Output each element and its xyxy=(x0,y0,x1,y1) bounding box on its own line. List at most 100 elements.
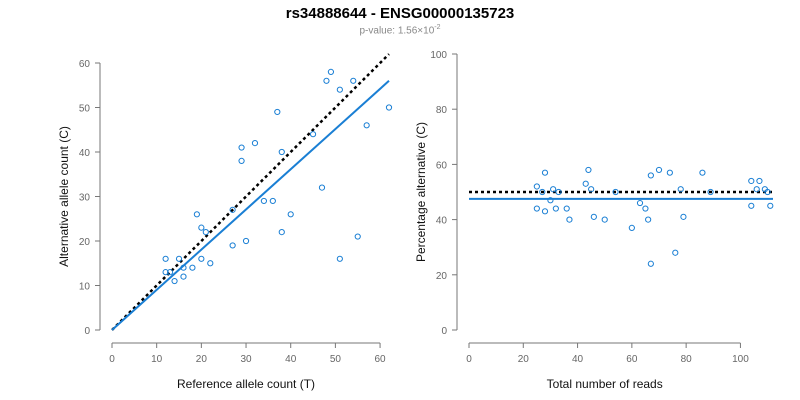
data-point xyxy=(748,177,755,185)
data-point xyxy=(274,108,281,116)
data-point xyxy=(166,269,174,276)
reference-line xyxy=(111,53,390,331)
data-point xyxy=(198,224,205,231)
data-point xyxy=(563,205,570,212)
data-point xyxy=(162,255,169,262)
data-point xyxy=(202,229,209,236)
x-tick-label: 0 xyxy=(109,354,115,365)
x-tick-label: 80 xyxy=(681,354,693,365)
data-point xyxy=(269,197,276,205)
data-point xyxy=(666,169,673,176)
data-point xyxy=(647,260,654,267)
data-point xyxy=(354,233,361,240)
data-point xyxy=(590,213,597,220)
data-point xyxy=(555,188,562,196)
data-point xyxy=(699,169,706,176)
data-point xyxy=(550,186,557,193)
data-point xyxy=(278,148,285,156)
data-point xyxy=(552,205,559,212)
data-point xyxy=(636,199,644,207)
data-point xyxy=(180,273,187,280)
y-tick-label: 20 xyxy=(436,271,448,282)
data-point xyxy=(287,211,294,218)
panel-2: 0 20 40 60 80 100 0 20 40 60 80 100 Total number of … xyxy=(414,50,774,391)
data-point xyxy=(193,211,200,218)
data-point xyxy=(767,202,774,209)
data-point xyxy=(672,249,679,256)
data-point xyxy=(189,264,196,271)
x-tick-label: 40 xyxy=(285,354,297,365)
chart-title: rs34888644 - ENSG00000135723 xyxy=(285,5,515,22)
data-point xyxy=(566,216,573,223)
data-point xyxy=(645,216,652,223)
x-tick-label: 10 xyxy=(151,354,163,365)
data-point xyxy=(180,264,187,271)
data-point xyxy=(323,77,330,84)
data-point xyxy=(207,260,214,267)
data-point xyxy=(748,202,755,209)
data-point xyxy=(162,269,169,276)
data-point xyxy=(385,104,393,111)
data-point xyxy=(278,229,285,236)
data-point xyxy=(707,188,714,196)
data-point xyxy=(533,183,540,190)
y-tick-label: 60 xyxy=(79,59,91,70)
y-tick-label: 20 xyxy=(79,237,91,248)
data-point xyxy=(238,144,245,151)
data-point xyxy=(612,188,619,196)
data-point xyxy=(327,68,335,76)
x-tick-label: 100 xyxy=(732,354,749,365)
x-tick-label: 40 xyxy=(572,354,584,365)
data-point xyxy=(764,188,771,196)
y-tick-label: 40 xyxy=(436,216,448,227)
data-point xyxy=(582,180,589,187)
x-tick-label: 60 xyxy=(375,354,387,365)
x-tick-label: 50 xyxy=(330,354,342,365)
data-point xyxy=(628,224,635,231)
data-point xyxy=(585,166,592,174)
p-value-subtitle: p-value: 1.56×10-2 xyxy=(0,24,800,36)
y-axis-title: Alternative allele count (C) xyxy=(57,126,71,267)
data-point xyxy=(198,255,205,262)
data-point xyxy=(541,208,549,215)
y-tick-label: 30 xyxy=(79,193,91,204)
data-point xyxy=(647,172,654,179)
data-point xyxy=(242,237,250,245)
data-point xyxy=(655,166,663,174)
data-point xyxy=(547,197,554,204)
y-tick-label: 0 xyxy=(84,326,90,337)
y-tick-label: 0 xyxy=(441,326,447,337)
data-point xyxy=(251,140,259,147)
data-point xyxy=(533,205,540,212)
data-point xyxy=(309,131,317,138)
data-point xyxy=(229,206,236,213)
y-tick-label: 100 xyxy=(430,50,447,61)
data-point xyxy=(753,186,760,193)
data-point xyxy=(541,169,549,176)
fit-line xyxy=(111,80,390,331)
data-point xyxy=(642,205,649,212)
x-tick-label: 0 xyxy=(466,354,472,365)
data-point xyxy=(601,216,608,223)
x-axis-title: Reference allele count (T) xyxy=(177,377,315,391)
data-point xyxy=(260,197,268,205)
data-point xyxy=(336,255,343,262)
panel-1: 0 10 20 30 40 50 60 0 10 20 30 40 50 60 Reference alle… xyxy=(57,53,393,391)
y-tick-label: 40 xyxy=(79,148,91,159)
data-point xyxy=(588,186,595,193)
x-axis-title: Total number of reads xyxy=(547,377,663,391)
data-point xyxy=(756,177,763,185)
data-point xyxy=(238,157,245,164)
data-point xyxy=(336,86,343,93)
data-point xyxy=(175,255,183,262)
data-point xyxy=(350,77,357,84)
x-tick-label: 20 xyxy=(518,354,530,365)
x-tick-label: 20 xyxy=(196,354,208,365)
data-point xyxy=(677,186,684,193)
x-tick-label: 60 xyxy=(626,354,638,365)
p-value-exponent: -2 xyxy=(434,24,441,31)
data-point xyxy=(171,277,178,285)
x-tick-label: 30 xyxy=(240,354,252,365)
data-point xyxy=(539,188,546,196)
